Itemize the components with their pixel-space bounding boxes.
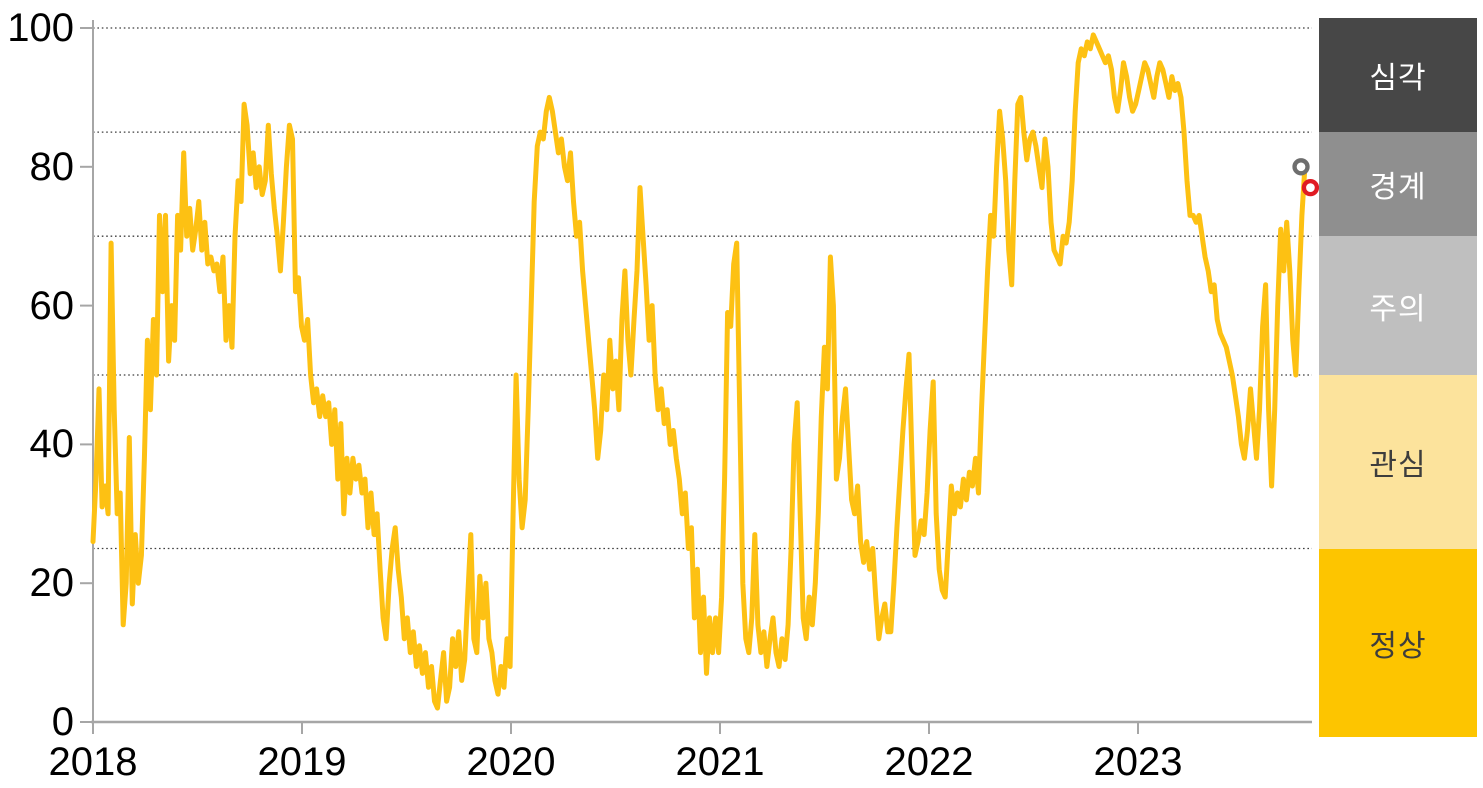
band-alert-label: 경계	[1369, 171, 1427, 205]
x-tick-label: 2022	[884, 740, 974, 784]
x-tick-label: 2019	[257, 740, 347, 784]
y-tick-label: 100	[7, 6, 74, 50]
band-normal: 정상	[1319, 548, 1477, 737]
band-severe: 심각	[1319, 18, 1477, 133]
band-attention: 관심	[1319, 375, 1477, 549]
y-tick-label: 40	[29, 422, 75, 467]
x-tick-label: 2018	[48, 740, 138, 784]
y-tick-label: 20	[29, 561, 75, 606]
band-caution-label: 주의	[1369, 292, 1427, 326]
band-attention-label: 관심	[1369, 448, 1427, 482]
y-tick-label: 80	[29, 144, 75, 189]
series-line	[90, 32, 1308, 711]
band-severe-label: 심각	[1369, 62, 1427, 96]
band-normal-label: 정상	[1369, 629, 1427, 663]
x-tick-label: 2023	[1093, 740, 1183, 784]
marker-latest-point	[1301, 178, 1320, 197]
band-alert: 경계	[1319, 132, 1477, 237]
marker-previous-point	[1292, 158, 1310, 176]
band-caution: 주의	[1319, 236, 1477, 375]
y-tick-label: 0	[51, 700, 74, 744]
x-tick-label: 2021	[675, 740, 765, 784]
x-tick-label: 2020	[466, 740, 556, 784]
y-tick-label: 60	[29, 283, 75, 328]
